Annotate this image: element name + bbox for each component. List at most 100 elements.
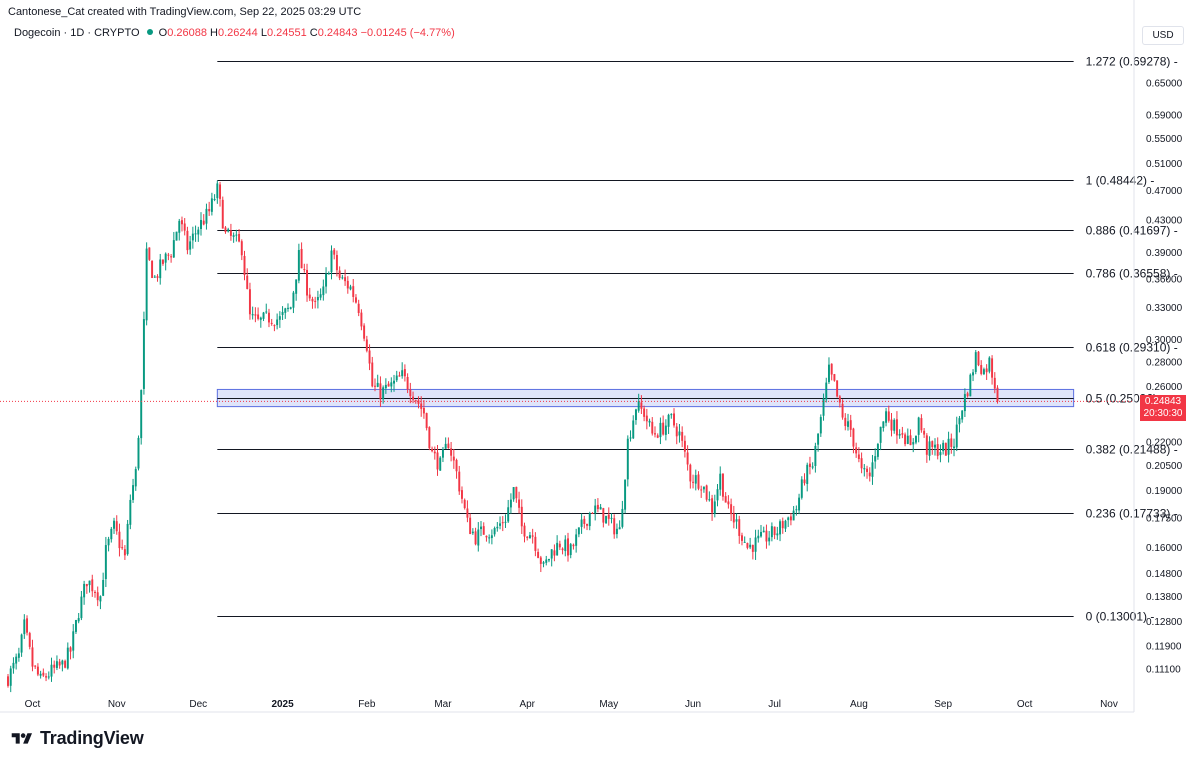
candle[interactable]	[577, 527, 580, 538]
candle[interactable]	[17, 647, 20, 662]
candle[interactable]	[757, 529, 760, 543]
candle[interactable]	[172, 231, 175, 259]
candle[interactable]	[349, 284, 352, 291]
candle[interactable]	[784, 519, 787, 532]
candle[interactable]	[433, 446, 436, 460]
candle[interactable]	[219, 181, 222, 207]
candle[interactable]	[281, 306, 284, 320]
candle[interactable]	[507, 499, 510, 523]
candle[interactable]	[346, 276, 349, 294]
candle[interactable]	[526, 536, 529, 541]
candle[interactable]	[844, 413, 847, 431]
candle[interactable]	[528, 531, 531, 539]
candle[interactable]	[341, 274, 344, 280]
candle[interactable]	[85, 583, 88, 594]
candle[interactable]	[121, 539, 124, 550]
candle[interactable]	[605, 515, 608, 524]
candle[interactable]	[420, 396, 423, 417]
candle[interactable]	[444, 437, 447, 449]
candle[interactable]	[267, 308, 270, 328]
candle[interactable]	[648, 418, 651, 427]
candle[interactable]	[365, 335, 368, 353]
candle[interactable]	[547, 558, 550, 563]
candle[interactable]	[624, 479, 627, 514]
candle[interactable]	[811, 462, 814, 470]
candle[interactable]	[825, 377, 828, 403]
candle[interactable]	[387, 381, 390, 387]
candle[interactable]	[156, 274, 159, 282]
candle[interactable]	[482, 522, 485, 535]
candle[interactable]	[670, 413, 673, 419]
candle[interactable]	[99, 595, 102, 610]
candle[interactable]	[463, 498, 466, 510]
candle[interactable]	[450, 442, 453, 462]
candle[interactable]	[471, 528, 474, 535]
candle[interactable]	[895, 411, 898, 444]
candle[interactable]	[382, 385, 385, 404]
candle[interactable]	[34, 665, 37, 669]
candle[interactable]	[882, 421, 885, 432]
candle[interactable]	[393, 374, 395, 392]
candle[interactable]	[955, 416, 958, 452]
candle[interactable]	[47, 671, 50, 680]
candle[interactable]	[876, 442, 879, 460]
candle[interactable]	[727, 495, 730, 509]
candle[interactable]	[45, 673, 48, 682]
candle[interactable]	[855, 442, 858, 458]
candle[interactable]	[194, 225, 197, 242]
candle[interactable]	[235, 229, 238, 242]
candle[interactable]	[963, 388, 966, 418]
candle[interactable]	[401, 362, 404, 379]
candle[interactable]	[333, 247, 336, 260]
candle[interactable]	[159, 253, 162, 285]
candle[interactable]	[221, 196, 224, 229]
candle[interactable]	[621, 500, 624, 529]
candle[interactable]	[200, 212, 202, 236]
candle[interactable]	[594, 498, 597, 521]
candle[interactable]	[629, 430, 632, 442]
candle[interactable]	[523, 522, 526, 543]
candle[interactable]	[461, 486, 463, 504]
candle[interactable]	[145, 242, 148, 326]
candle[interactable]	[961, 410, 964, 423]
candle[interactable]	[936, 437, 939, 460]
candle[interactable]	[490, 529, 493, 545]
candle[interactable]	[148, 247, 151, 261]
candle[interactable]	[561, 547, 564, 555]
candle[interactable]	[651, 417, 654, 436]
candle[interactable]	[781, 517, 784, 534]
candle[interactable]	[412, 391, 415, 404]
candle[interactable]	[314, 296, 317, 309]
candle[interactable]	[531, 528, 534, 544]
candle[interactable]	[632, 415, 635, 440]
candle[interactable]	[325, 267, 328, 294]
candle[interactable]	[583, 515, 586, 529]
candle[interactable]	[53, 660, 56, 674]
candle[interactable]	[493, 526, 496, 537]
candle[interactable]	[857, 447, 860, 463]
candle[interactable]	[425, 412, 428, 431]
candle[interactable]	[398, 371, 401, 377]
candle[interactable]	[360, 309, 363, 331]
candle[interactable]	[553, 544, 556, 562]
candle[interactable]	[96, 586, 99, 607]
candle[interactable]	[626, 435, 629, 487]
candle[interactable]	[765, 524, 768, 549]
candle[interactable]	[966, 391, 969, 398]
candle[interactable]	[580, 513, 583, 534]
candle[interactable]	[838, 395, 841, 408]
candle[interactable]	[9, 665, 12, 693]
candle[interactable]	[977, 350, 980, 367]
candle[interactable]	[982, 367, 985, 376]
candle[interactable]	[227, 227, 230, 233]
candle[interactable]	[238, 229, 241, 243]
candle[interactable]	[202, 214, 205, 226]
candle[interactable]	[140, 389, 143, 445]
candle[interactable]	[779, 519, 782, 542]
candle[interactable]	[569, 542, 572, 559]
candle[interactable]	[352, 278, 355, 303]
candle[interactable]	[664, 419, 667, 441]
candle[interactable]	[406, 373, 409, 394]
candle[interactable]	[567, 532, 569, 562]
